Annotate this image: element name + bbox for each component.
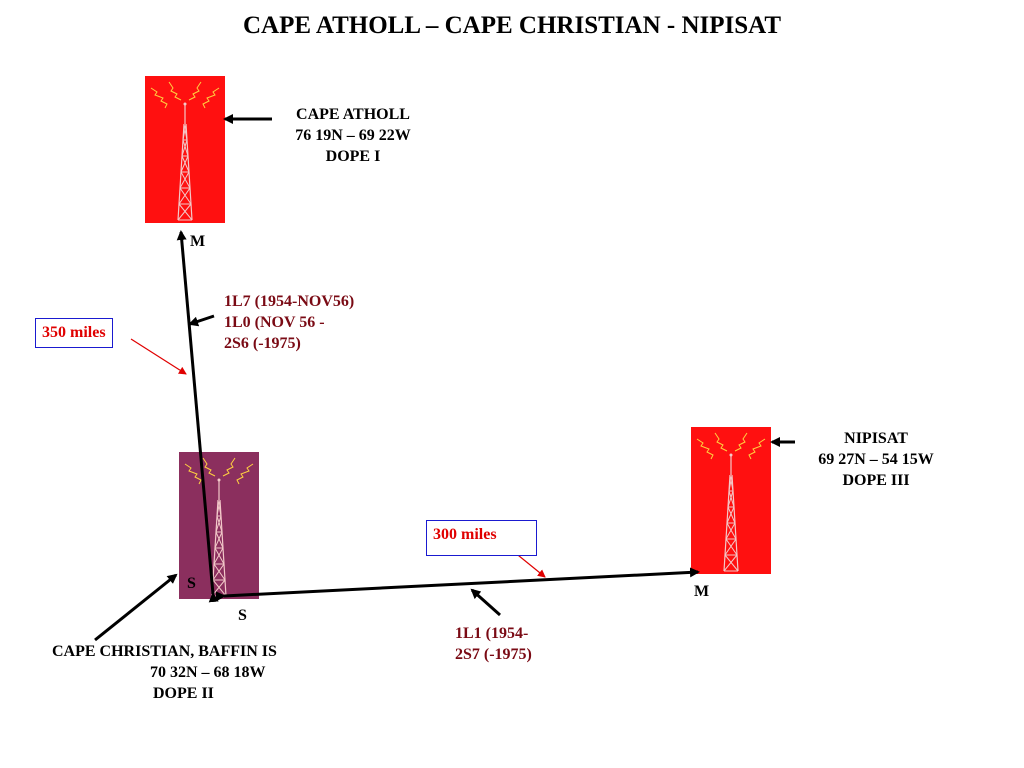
station-name: CAPE ATHOLL xyxy=(296,106,410,123)
pointer-arrow-callsign-2 xyxy=(470,588,501,617)
distance-box-350: 350 miles xyxy=(35,318,113,348)
label-cape-christian: CAPE CHRISTIAN, BAFFIN IS 70 32N – 68 18… xyxy=(52,641,342,704)
role-slave-christian-b: S xyxy=(238,607,247,624)
spark-icon xyxy=(696,432,766,460)
link-christian-nipisat xyxy=(215,567,700,602)
station-coords: 69 27N – 54 15W xyxy=(818,451,934,468)
role-slave-christian-a: S xyxy=(187,575,196,592)
callsign-line: 2S6 (-1975) xyxy=(224,335,301,352)
callsign-line: 2S7 (-1975) xyxy=(455,646,532,663)
station-name: CAPE CHRISTIAN, BAFFIN IS xyxy=(52,643,277,660)
distance-box-300: 300 miles xyxy=(426,520,537,556)
role-master-atholl: M xyxy=(190,233,206,250)
station-dope: DOPE I xyxy=(325,148,381,165)
station-dope: DOPE III xyxy=(842,472,910,489)
callsign-atholl-christian: 1L7 (1954-NOV56) 1L0 (NOV 56 - 2S6 (-197… xyxy=(224,291,404,354)
pointer-arrow-christian xyxy=(94,573,178,642)
callsign-line: 1L7 (1954-NOV56) xyxy=(224,293,355,310)
station-coords: 76 19N – 69 22W xyxy=(295,127,411,144)
station-name: NIPISAT xyxy=(844,430,908,447)
distance-pointer-350 xyxy=(130,338,187,375)
radio-tower-icon xyxy=(177,102,193,221)
station-dope: DOPE II xyxy=(153,685,214,702)
spark-icon xyxy=(150,81,220,109)
label-cape-atholl: CAPE ATHOLL 76 19N – 69 22W DOPE I xyxy=(278,104,428,167)
callsign-line: 1L1 (1954- xyxy=(455,625,529,642)
station-coords: 70 32N – 68 18W xyxy=(150,664,266,681)
role-master-nipisat: M xyxy=(694,583,710,600)
callsign-line: 1L0 (NOV 56 - xyxy=(224,314,325,331)
station-nipisat-panel xyxy=(691,427,771,574)
diagram-title: CAPE ATHOLL – CAPE CHRISTIAN - NIPISAT xyxy=(242,12,782,39)
radio-tower-icon xyxy=(723,453,739,572)
pointer-arrow-callsign-1 xyxy=(188,314,215,327)
label-nipisat: NIPISAT 69 27N – 54 15W DOPE III xyxy=(796,428,956,491)
link-atholl-christian xyxy=(176,230,219,603)
station-atholl-panel xyxy=(145,76,225,223)
callsign-christian-nipisat: 1L1 (1954- 2S7 (-1975) xyxy=(455,623,585,665)
